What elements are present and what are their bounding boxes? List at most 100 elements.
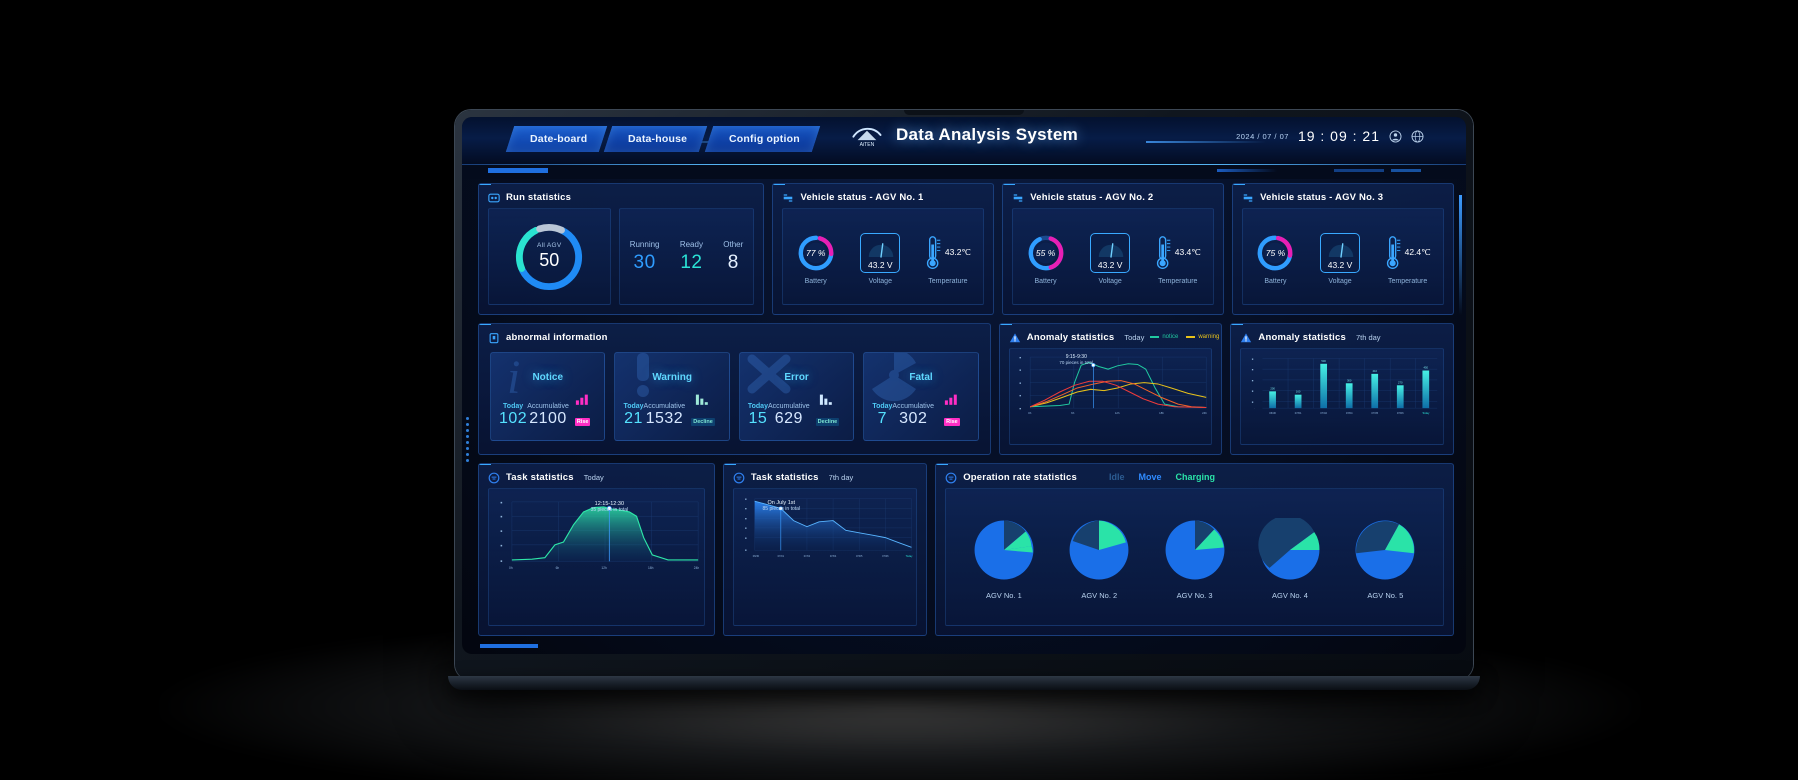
- legend-move[interactable]: Move: [1138, 472, 1162, 482]
- left-rail-dots: [466, 417, 469, 462]
- legend-charging[interactable]: Charging: [1175, 472, 1216, 482]
- pie-chart: [1355, 520, 1415, 580]
- legend-warning[interactable]: warning: [1186, 334, 1219, 340]
- battery-gauge: 75 % Battery: [1255, 233, 1295, 285]
- status-other: Other 8: [723, 240, 743, 274]
- strip-bar-1: [488, 168, 548, 173]
- nav-item-data-house[interactable]: Data-house: [604, 126, 708, 152]
- temperature-caption: Temperature: [1387, 277, 1428, 285]
- today-value: 15: [748, 410, 768, 427]
- abnormal-cards: i Notice Today 102: [488, 348, 981, 445]
- svg-text:07/06: 07/06: [1397, 411, 1404, 415]
- svg-text:■: ■: [1252, 369, 1254, 372]
- pie-label: AGV No. 2: [1081, 591, 1118, 600]
- voltage-caption: Voltage: [1328, 277, 1352, 285]
- voltage-value: 43.2 V: [1097, 259, 1123, 270]
- donut-value: 50: [539, 250, 560, 270]
- svg-text:6h: 6h: [1071, 411, 1075, 415]
- vehicle-body: 77 % Battery: [782, 208, 985, 305]
- alert-triangle-icon: [1240, 331, 1252, 343]
- panel-header: Anomaly statistics 7th day: [1240, 331, 1444, 343]
- sub-strip: [462, 165, 1466, 179]
- svg-text:18h: 18h: [1159, 411, 1164, 415]
- today-value: 7: [877, 410, 888, 427]
- svg-text:450: 450: [1424, 365, 1429, 369]
- panel-title: Vehicle status - AGV No. 1: [800, 191, 924, 203]
- thermometer-icon: [1386, 235, 1400, 269]
- svg-text:■: ■: [745, 549, 747, 552]
- vehicle-body: 55 % Battery: [1012, 208, 1215, 305]
- panel-header: Task statistics Today: [488, 471, 705, 484]
- vehicle-body: 75 % Battery: [1242, 208, 1445, 305]
- voltage-caption: Voltage: [1098, 277, 1122, 285]
- svg-text:24h: 24h: [1202, 411, 1207, 415]
- legend-idle[interactable]: Idle: [1108, 472, 1125, 482]
- trend-down-icon: [695, 394, 708, 405]
- user-icon[interactable]: [1389, 130, 1402, 143]
- pie-chart: [1258, 515, 1320, 580]
- abnormal-card-notice[interactable]: i Notice Today 102: [490, 352, 606, 441]
- abnormal-name: Fatal: [909, 372, 933, 383]
- globe-icon[interactable]: [1411, 130, 1424, 143]
- laptop-base: [448, 676, 1480, 690]
- voltage-gauge: 43.2 V Voltage: [1320, 232, 1361, 285]
- abnormal-card-warning[interactable]: Warning Today 21 Accumulative 1532: [614, 352, 730, 441]
- svg-text:07/04: 07/04: [830, 554, 837, 558]
- svg-text:·: ·: [1255, 407, 1256, 410]
- pie-chart: [1069, 520, 1129, 580]
- donut-chart: [516, 223, 583, 290]
- svg-text:■: ■: [1252, 379, 1254, 382]
- pie-agv-4: AGV No. 4: [1258, 515, 1322, 600]
- temperature-value: 43.4℃: [1174, 247, 1201, 257]
- strip-bar-4: [1334, 169, 1384, 172]
- svg-text:■: ■: [745, 527, 747, 530]
- all-agv-donut: All AGV 50: [488, 208, 611, 305]
- trend-badge: Rise: [944, 418, 960, 426]
- clock-time: 19 : 09 : 21: [1297, 128, 1380, 144]
- donut-caption: All AGV: [537, 242, 562, 249]
- aiten-logo-icon: AiTEN: [850, 123, 884, 148]
- status-label: Ready: [679, 239, 703, 249]
- status-ready: Ready 12: [680, 240, 703, 274]
- svg-text:■: ■: [500, 559, 502, 563]
- accumulative-label: Accumulative: [527, 403, 569, 410]
- temperature-gauge: 43.2℃ Temperature: [925, 233, 971, 285]
- nav-label: Date-board: [530, 133, 588, 145]
- fatal-icon: [866, 353, 922, 403]
- svg-text:07/01: 07/01: [777, 554, 784, 558]
- trend-badge: Decline: [691, 418, 715, 426]
- panel-title: Task statistics: [506, 471, 574, 483]
- panel-title: Vehicle status - AGV No. 2: [1030, 191, 1154, 203]
- clock-area: 2024 / 07 / 07 19 : 09 : 21: [1236, 128, 1424, 144]
- abnormal-card-error[interactable]: Error Today 15 Accumulative 629: [738, 352, 855, 441]
- clipboard-icon: [488, 331, 500, 344]
- svg-text:■: ■: [1252, 358, 1254, 361]
- panel-vehicle-agv-1: Vehicle status - AGV No. 1: [772, 183, 995, 315]
- pie-agv-3: AGV No. 3: [1163, 518, 1227, 600]
- dashboard-row-1: Run statistics: [478, 183, 1455, 315]
- svg-text:i: i: [507, 352, 520, 403]
- abnormal-card-fatal[interactable]: Fatal Today 7 Accumulative 302: [863, 352, 979, 441]
- accumulative-label: Accumulative: [767, 403, 810, 410]
- voltage-value: 43.2 V: [868, 259, 893, 270]
- battery-caption: Battery: [1034, 277, 1057, 285]
- temperature-gauge: 42.4℃ Temperature: [1385, 233, 1431, 285]
- svg-text:24h: 24h: [694, 566, 700, 570]
- chart-legend: notice warning error fatal: [1150, 334, 1221, 340]
- alert-triangle-icon: [1009, 331, 1021, 343]
- nav-item-date-board[interactable]: Date-board: [505, 126, 608, 152]
- pie-label: AGV No. 5: [1367, 591, 1404, 600]
- page-title: Data Analysis System: [895, 125, 1079, 144]
- svg-text:07/05: 07/05: [1372, 411, 1379, 415]
- dashboard: Run statistics: [478, 183, 1455, 636]
- panel-header: Vehicle status - AGV No. 2: [1012, 191, 1214, 203]
- task-icon: [488, 471, 500, 484]
- legend-notice[interactable]: notice: [1150, 334, 1178, 340]
- abnormal-today: Today 15: [748, 403, 768, 428]
- trend-up-icon: [575, 394, 588, 405]
- nav-item-config-option[interactable]: Config option: [704, 126, 820, 152]
- status-label: Other: [723, 239, 744, 249]
- svg-text:07/01: 07/01: [1295, 411, 1302, 415]
- brand: AiTEN Data Analysis System: [850, 123, 1079, 148]
